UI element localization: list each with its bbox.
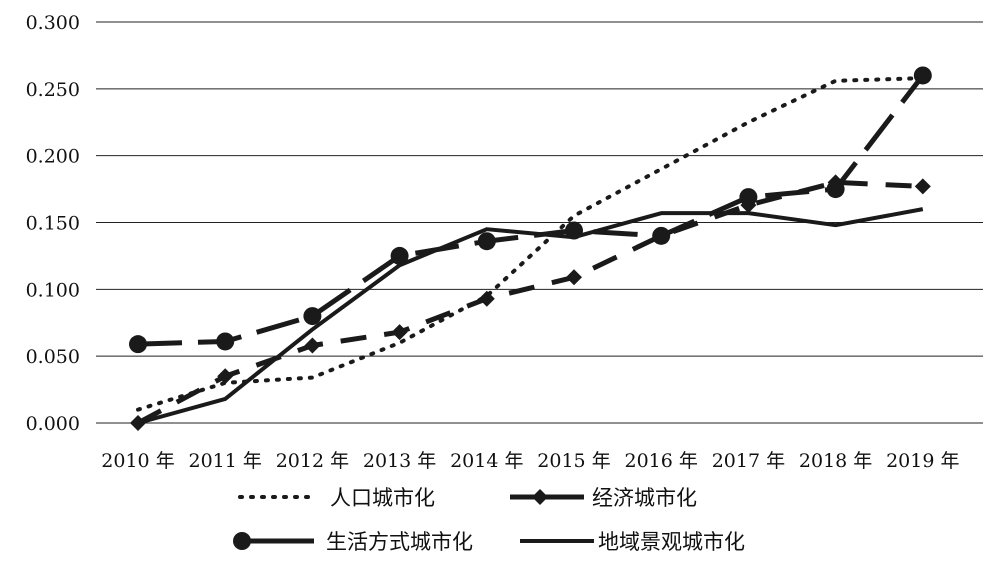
- x-tick-label: 2016 年: [624, 450, 697, 472]
- series-marker-diamond: [914, 178, 931, 195]
- x-tick-label: 2015 年: [537, 450, 610, 472]
- series-line: [136, 179, 923, 426]
- x-tick-label: 2018 年: [799, 450, 872, 472]
- series-3: [129, 66, 932, 354]
- series-marker-circle: [739, 188, 758, 207]
- y-tick-label: 0.200: [26, 146, 80, 168]
- series-1: [136, 76, 925, 412]
- x-tick-label: 2017 年: [712, 450, 785, 472]
- series-line: [137, 207, 924, 425]
- legend-item: 经济城市化: [510, 486, 697, 510]
- legend-item: 生活方式城市化: [233, 530, 473, 554]
- legend-label: 人口城市化: [330, 486, 435, 510]
- series-marker-circle: [303, 307, 322, 326]
- series-marker-diamond: [478, 290, 495, 307]
- series-marker-circle: [233, 532, 251, 550]
- x-tick-label: 2010 年: [101, 450, 174, 472]
- series-marker-circle: [477, 232, 496, 251]
- y-tick-label: 0.300: [26, 12, 80, 34]
- x-tick-label: 2013 年: [363, 450, 436, 472]
- legend-item: 地域景观城市化: [520, 530, 745, 554]
- series-2: [130, 174, 931, 431]
- y-tick-label: 0.250: [26, 79, 80, 101]
- y-tick-label: 0.050: [26, 346, 80, 368]
- series-marker-circle: [652, 226, 671, 245]
- x-tick-label: 2019 年: [886, 450, 959, 472]
- series-line: [136, 76, 925, 412]
- series-marker-circle: [913, 66, 932, 85]
- series-marker-diamond: [217, 368, 234, 385]
- y-tick-label: 0.000: [26, 413, 80, 435]
- y-tick-label: 0.150: [26, 213, 80, 235]
- series-marker-circle: [826, 180, 845, 199]
- y-tick-label: 0.100: [26, 279, 80, 301]
- legend-item: 人口城市化: [238, 486, 435, 510]
- legend-label: 生活方式城市化: [326, 530, 473, 554]
- series-marker-diamond: [391, 324, 408, 341]
- legend-label: 地域景观城市化: [598, 530, 745, 554]
- series-marker-circle: [390, 246, 409, 265]
- series-marker-diamond: [566, 269, 582, 286]
- gridlines: [96, 21, 983, 424]
- series-marker-diamond: [532, 489, 548, 505]
- series-lines: [129, 66, 932, 431]
- series-marker-circle: [129, 335, 147, 354]
- series-marker-diamond: [304, 337, 321, 354]
- x-tick-label: 2014 年: [450, 450, 523, 472]
- x-axis-ticks: 2010 年 2011 年 2012 年 2013 年 2014 年 2015 年 2016…: [101, 450, 959, 472]
- legend-label: 经济城市化: [592, 486, 697, 510]
- y-axis-ticks: 0.000 0.050 0.100 0.150 0.200 0.250 0.300: [26, 12, 80, 435]
- x-tick-label: 2012 年: [276, 450, 349, 472]
- series-marker-circle: [216, 332, 235, 351]
- series-4: [137, 207, 924, 425]
- series-line: [137, 73, 925, 347]
- x-tick-label: 2011 年: [188, 450, 261, 472]
